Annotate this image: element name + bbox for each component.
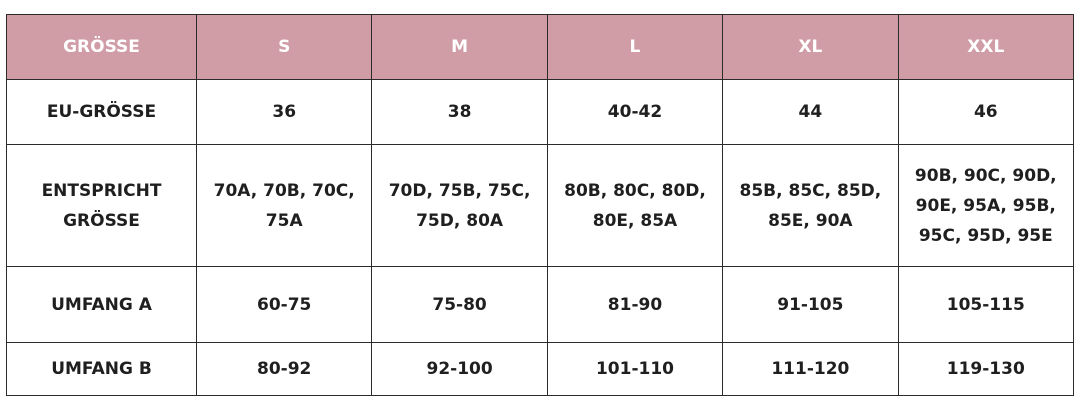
row-label: EU-GRÖSSE (6, 79, 197, 145)
table-row: UMFANG A 60-75 75-80 81-90 91-105 105-115 (6, 266, 1075, 343)
header-cell: XXL (897, 14, 1075, 80)
table-cell: 46 (897, 79, 1075, 145)
header-cell: XL (722, 14, 899, 80)
table-cell: 44 (722, 79, 899, 145)
table-cell: 75-80 (371, 266, 548, 343)
table-cell: 40-42 (546, 79, 724, 145)
row-label: ENTSPRICHT GRÖSSE (6, 144, 197, 267)
table-cell: 80-92 (195, 342, 373, 396)
table-cell: 38 (371, 79, 548, 145)
table-row: ENTSPRICHT GRÖSSE 70A, 70B, 70C, 75A 70D, … (6, 144, 1075, 267)
header-row: GRÖSSE S M L XL XXL (6, 14, 1075, 80)
size-table: GRÖSSE S M L XL XXL EU-GRÖSSE 36 38 40-42 44 46 ENT… (6, 14, 1075, 396)
header-cell: GRÖSSE (6, 14, 197, 80)
table-cell: 70D, 75B, 75C, 75D, 80A (371, 144, 548, 267)
table-cell: 105-115 (897, 266, 1075, 343)
header-cell: L (546, 14, 724, 80)
table-cell: 90B, 90C, 90D, 90E, 95A, 95B, 95C, 95D, … (897, 144, 1075, 267)
table-cell: 111-120 (722, 342, 899, 396)
table-body: EU-GRÖSSE 36 38 40-42 44 46 ENTSPRICHT GRÖSSE 7… (6, 79, 1075, 396)
table-row: EU-GRÖSSE 36 38 40-42 44 46 (6, 79, 1075, 145)
table-cell: 81-90 (546, 266, 724, 343)
table-cell: 60-75 (195, 266, 373, 343)
table-cell: 101-110 (546, 342, 724, 396)
table-cell: 91-105 (722, 266, 899, 343)
header-cell: S (195, 14, 373, 80)
table-cell: 70A, 70B, 70C, 75A (195, 144, 373, 267)
row-label: UMFANG A (6, 266, 197, 343)
table-cell: 36 (195, 79, 373, 145)
table-cell: 119-130 (897, 342, 1075, 396)
table-cell: 80B, 80C, 80D, 80E, 85A (546, 144, 724, 267)
header-cell: M (371, 14, 548, 80)
table-cell: 85B, 85C, 85D, 85E, 90A (722, 144, 899, 267)
table-row: UMFANG B 80-92 92-100 101-110 111-120 119-130 (6, 342, 1075, 396)
table-cell: 92-100 (371, 342, 548, 396)
row-label: UMFANG B (6, 342, 197, 396)
